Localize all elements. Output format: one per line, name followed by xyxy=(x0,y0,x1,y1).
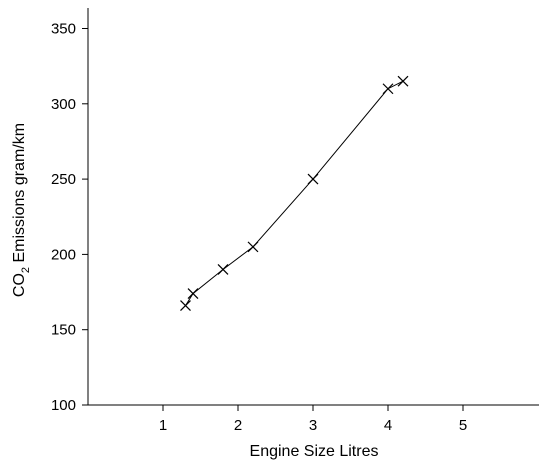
y-tick-label: 350 xyxy=(51,21,76,38)
axes xyxy=(87,8,539,406)
plot-area xyxy=(180,75,409,312)
data-point-marker xyxy=(187,288,199,299)
y-axis-title-subscript: 2 xyxy=(20,267,32,273)
y-tick-label: 150 xyxy=(51,322,76,339)
y-tick-label: 100 xyxy=(51,397,76,414)
y-ticks: 100 150 200 250 300 350 xyxy=(51,21,88,414)
x-tick-label: 5 xyxy=(459,417,467,434)
marker-stroke xyxy=(307,173,319,185)
x-tick-label: 2 xyxy=(234,417,242,434)
data-point-marker xyxy=(307,173,319,185)
y-tick-label: 200 xyxy=(51,246,76,263)
y-axis-title-main: CO xyxy=(11,273,28,297)
x-tick-label: 3 xyxy=(309,417,317,434)
y-tick-label: 250 xyxy=(51,171,76,188)
x-tick-label: 4 xyxy=(384,417,392,434)
marker-stroke xyxy=(187,288,199,299)
data-point-marker xyxy=(397,75,409,87)
marker-stroke xyxy=(397,75,409,87)
x-ticks: 1 2 3 4 5 xyxy=(159,405,467,434)
data-point-marker xyxy=(217,264,229,275)
marker-stroke xyxy=(382,83,394,95)
marker-stroke xyxy=(247,241,259,253)
series-line xyxy=(185,80,404,306)
data-point-marker xyxy=(247,241,259,253)
marker-stroke xyxy=(217,264,229,275)
data-point-marker xyxy=(180,300,191,312)
y-axis-title-rest: Emissions gram/km xyxy=(11,123,28,267)
y-tick-label: 300 xyxy=(51,96,76,113)
x-axis-title: Engine Size Litres xyxy=(250,443,379,460)
y-axis-title: CO2 Emissions gram/km xyxy=(11,123,32,297)
marker-stroke xyxy=(180,300,191,312)
x-tick-label: 1 xyxy=(159,417,167,434)
data-point-marker xyxy=(382,83,394,95)
